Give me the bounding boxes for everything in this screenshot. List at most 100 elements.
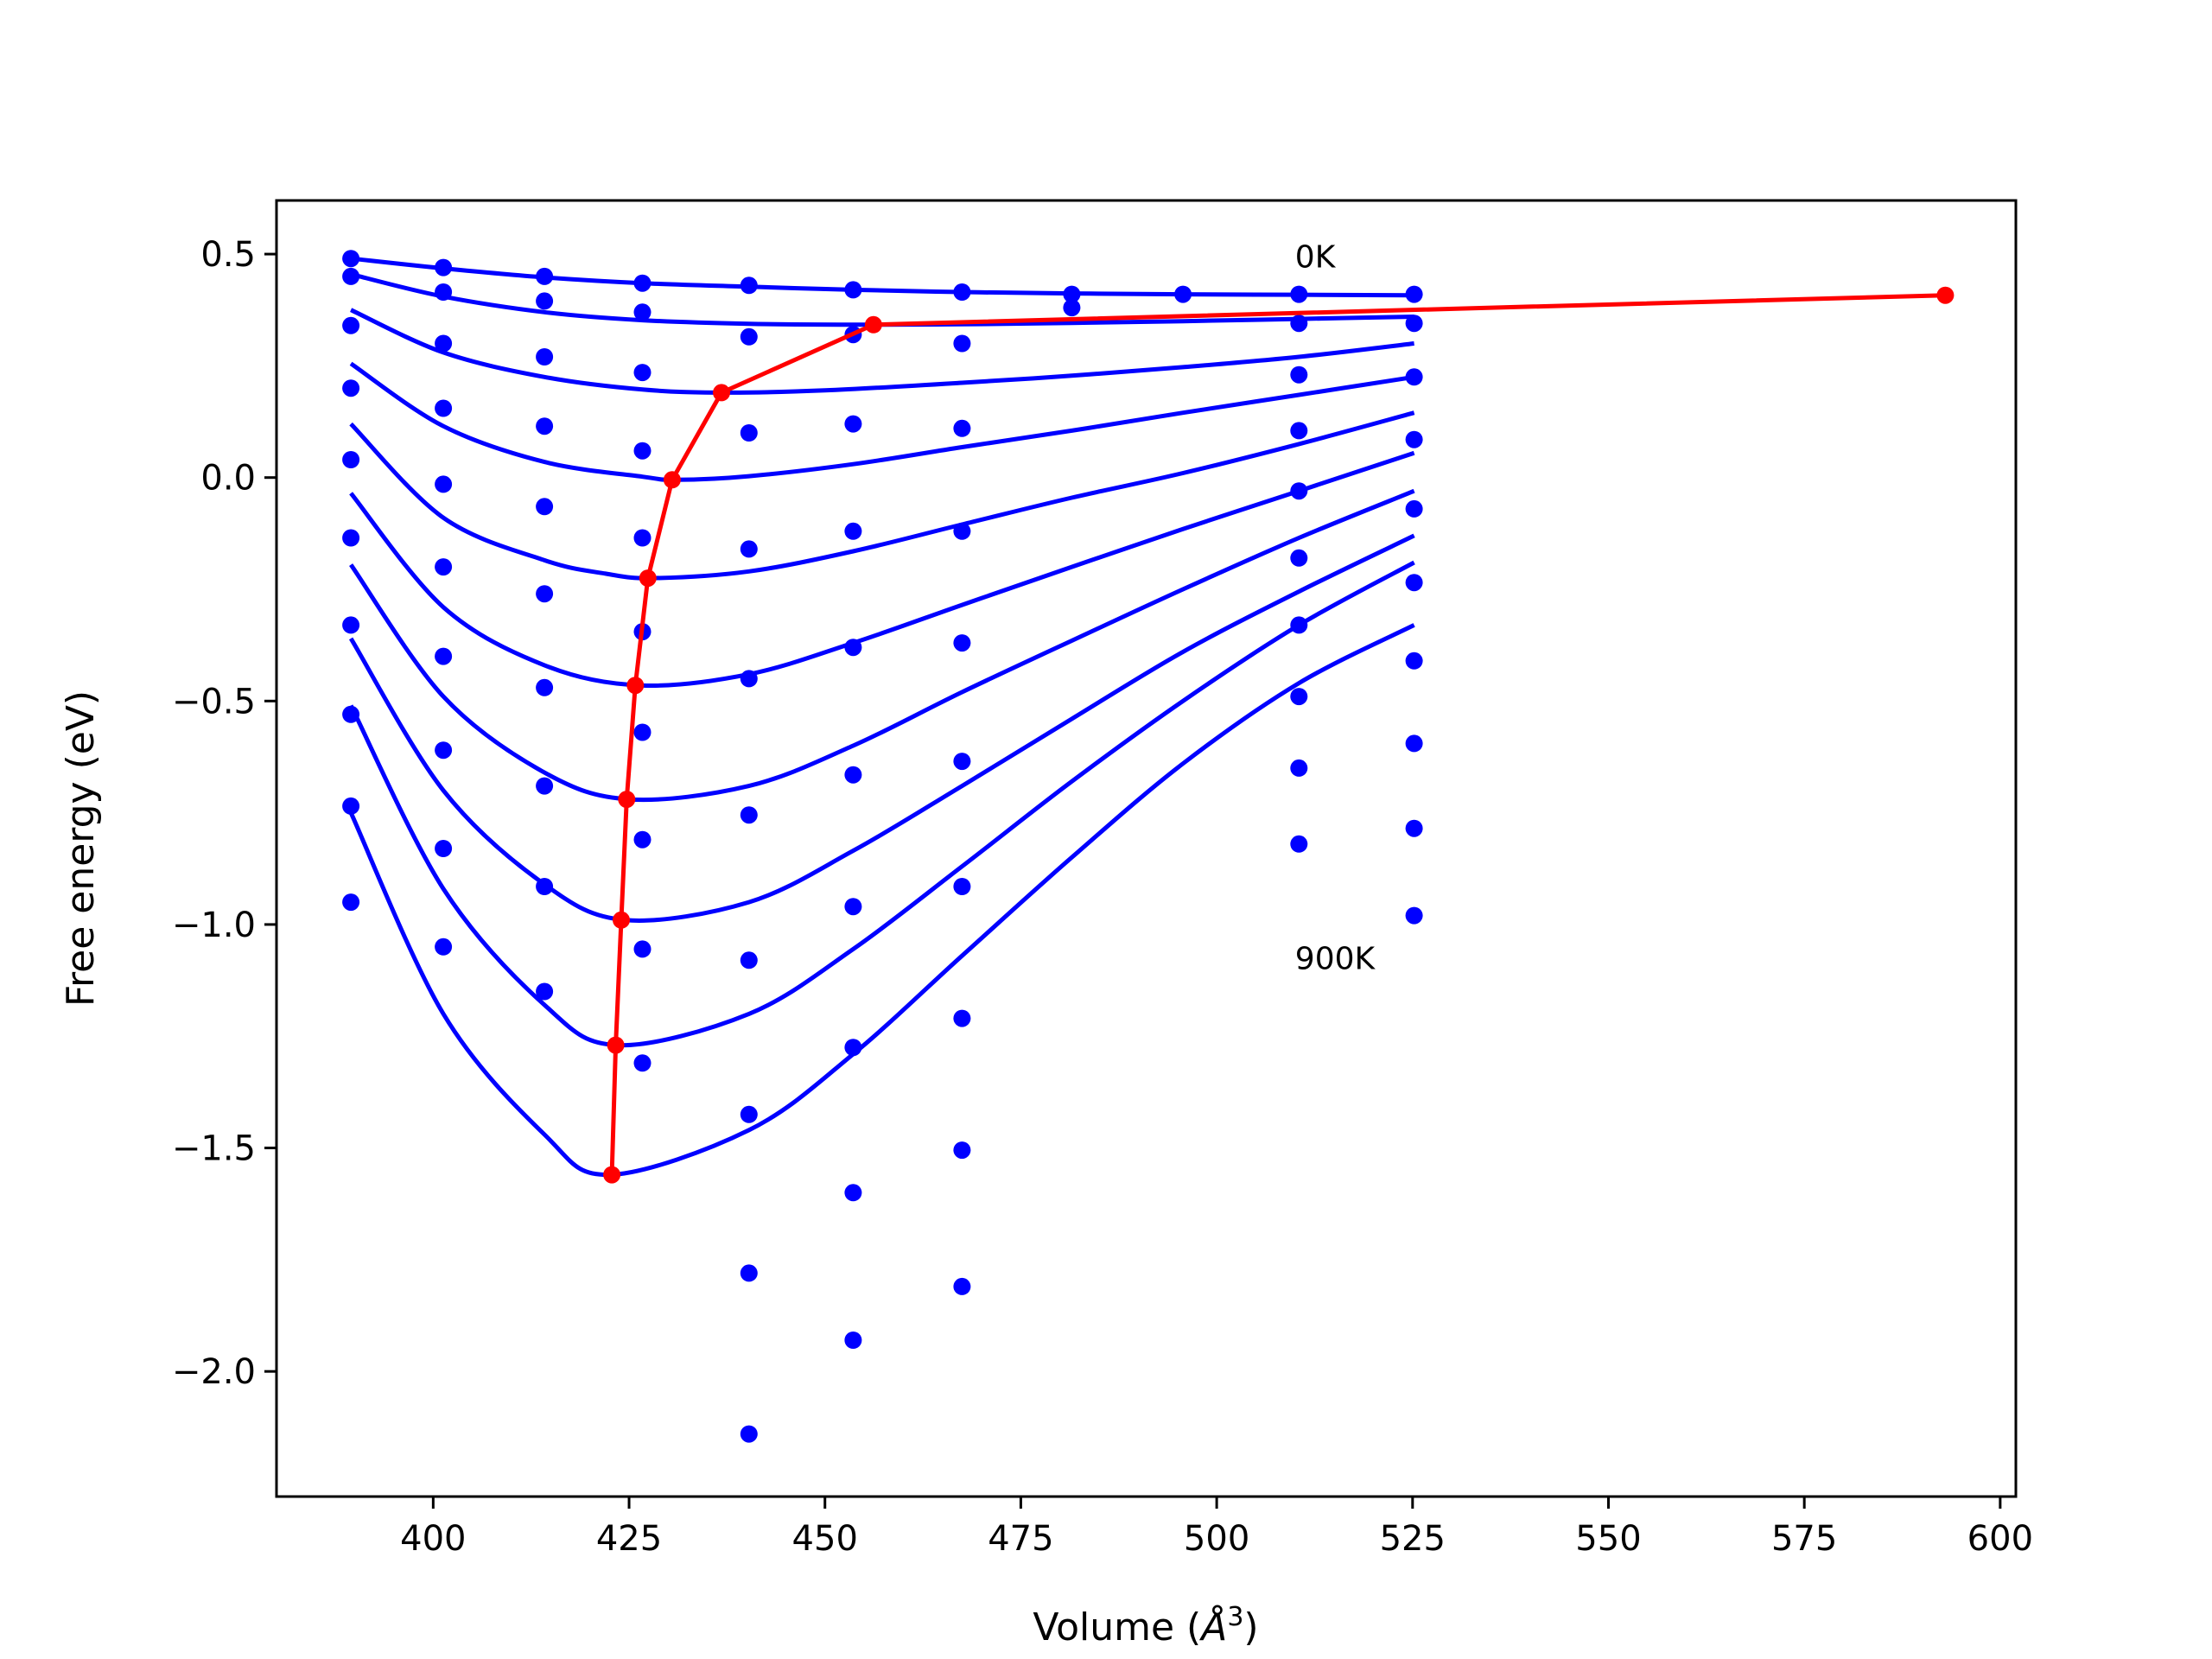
y-axis-label: Free energy (eV) — [59, 690, 103, 1007]
data-point — [740, 327, 758, 346]
axes-frame — [275, 199, 2018, 1498]
data-point — [536, 498, 554, 516]
data-point — [953, 878, 971, 895]
data-point — [1405, 819, 1423, 837]
data-point — [342, 316, 360, 334]
data-point — [844, 281, 862, 299]
x-tick-label: 550 — [1575, 1519, 1641, 1559]
data-point — [536, 585, 554, 603]
data-point — [844, 898, 862, 916]
data-point — [740, 670, 758, 688]
data-point — [740, 1425, 758, 1443]
data-point — [536, 348, 554, 365]
x-tick-label: 600 — [1967, 1519, 2033, 1559]
data-point — [435, 938, 453, 956]
data-point — [953, 753, 971, 771]
data-point — [1405, 574, 1423, 592]
data-point — [633, 830, 652, 849]
data-point — [435, 399, 453, 417]
data-point — [953, 522, 971, 540]
data-point — [844, 766, 862, 784]
data-point — [1290, 422, 1308, 440]
data-point — [633, 529, 652, 547]
data-point — [1290, 835, 1308, 853]
y-tick-label: 0.0 — [200, 459, 256, 499]
data-point — [844, 522, 862, 540]
y-tick-label: −1.0 — [172, 906, 256, 945]
data-point — [1290, 482, 1308, 500]
data-point — [435, 840, 453, 857]
data-point — [953, 1009, 971, 1027]
data-point — [435, 647, 453, 665]
data-point — [1405, 652, 1423, 670]
x-tick-label: 500 — [1184, 1519, 1249, 1559]
annotations: 0K 900K — [1295, 240, 1376, 977]
annotation-label: 0K — [1295, 240, 1337, 276]
data-point — [1290, 759, 1308, 777]
x-tick-label: 475 — [988, 1519, 1053, 1559]
data-point — [435, 334, 453, 353]
data-point — [435, 283, 453, 301]
data-point — [536, 292, 554, 310]
data-point — [953, 1277, 971, 1295]
minimum-point — [626, 677, 645, 695]
data-point — [633, 303, 652, 321]
data-point — [633, 940, 652, 958]
fit-curve-4 — [349, 361, 1414, 482]
data-point — [1290, 688, 1308, 706]
plot-area — [342, 250, 1955, 1443]
minimum-point — [613, 911, 630, 929]
data-point — [953, 283, 971, 301]
data-point — [1063, 285, 1081, 303]
data-point — [1290, 616, 1308, 634]
data-point — [844, 1039, 862, 1057]
minimum-point — [1936, 286, 1955, 304]
fit-curve-7 — [349, 488, 1415, 803]
data-point — [633, 364, 652, 382]
y-axis: 0.5 0.0 −0.5 −1.0 −1.5 −2.0 — [172, 235, 276, 1392]
data-point — [953, 634, 971, 652]
minimum-point — [603, 1166, 621, 1184]
data-point — [536, 777, 554, 795]
data-point — [740, 276, 758, 295]
y-tick-label: −0.5 — [172, 682, 256, 721]
data-point — [342, 616, 360, 634]
data-point — [740, 951, 758, 969]
x-axis: 400 425 450 475 500 525 550 575 600 — [400, 1497, 2033, 1559]
data-point — [1290, 285, 1308, 303]
data-point — [633, 442, 652, 460]
data-point — [536, 417, 554, 435]
data-point — [435, 741, 453, 760]
data-point — [740, 1105, 758, 1123]
y-tick-label: 0.5 — [200, 235, 256, 275]
data-point — [1405, 285, 1423, 303]
fit-curve-9 — [348, 560, 1415, 1048]
data-point — [1174, 285, 1192, 303]
x-tick-label: 400 — [400, 1519, 466, 1559]
minimum-point — [639, 569, 657, 588]
minimum-point — [713, 384, 730, 402]
x-axis-label: Volume (Å3) — [1033, 1602, 1258, 1650]
x-tick-label: 425 — [596, 1519, 662, 1559]
data-point — [844, 415, 862, 433]
fit-curve-5 — [349, 410, 1415, 581]
data-point — [633, 274, 652, 292]
data-point — [844, 639, 862, 657]
data-point — [740, 806, 758, 824]
data-point — [953, 419, 971, 437]
minimum-path-line — [609, 293, 1946, 1175]
y-tick-label: −2.0 — [172, 1352, 256, 1392]
data-point — [342, 267, 360, 285]
annotation-label: 900K — [1295, 942, 1376, 977]
data-point — [1290, 365, 1308, 384]
data-point — [342, 379, 360, 397]
data-point — [536, 982, 554, 1001]
minimum-point — [607, 1036, 625, 1054]
data-point — [435, 558, 453, 576]
data-point — [844, 1332, 862, 1349]
x-tick-label: 525 — [1380, 1519, 1446, 1559]
data-point — [633, 723, 652, 741]
data-point — [1290, 315, 1308, 333]
fit-curve-2 — [350, 271, 1414, 327]
